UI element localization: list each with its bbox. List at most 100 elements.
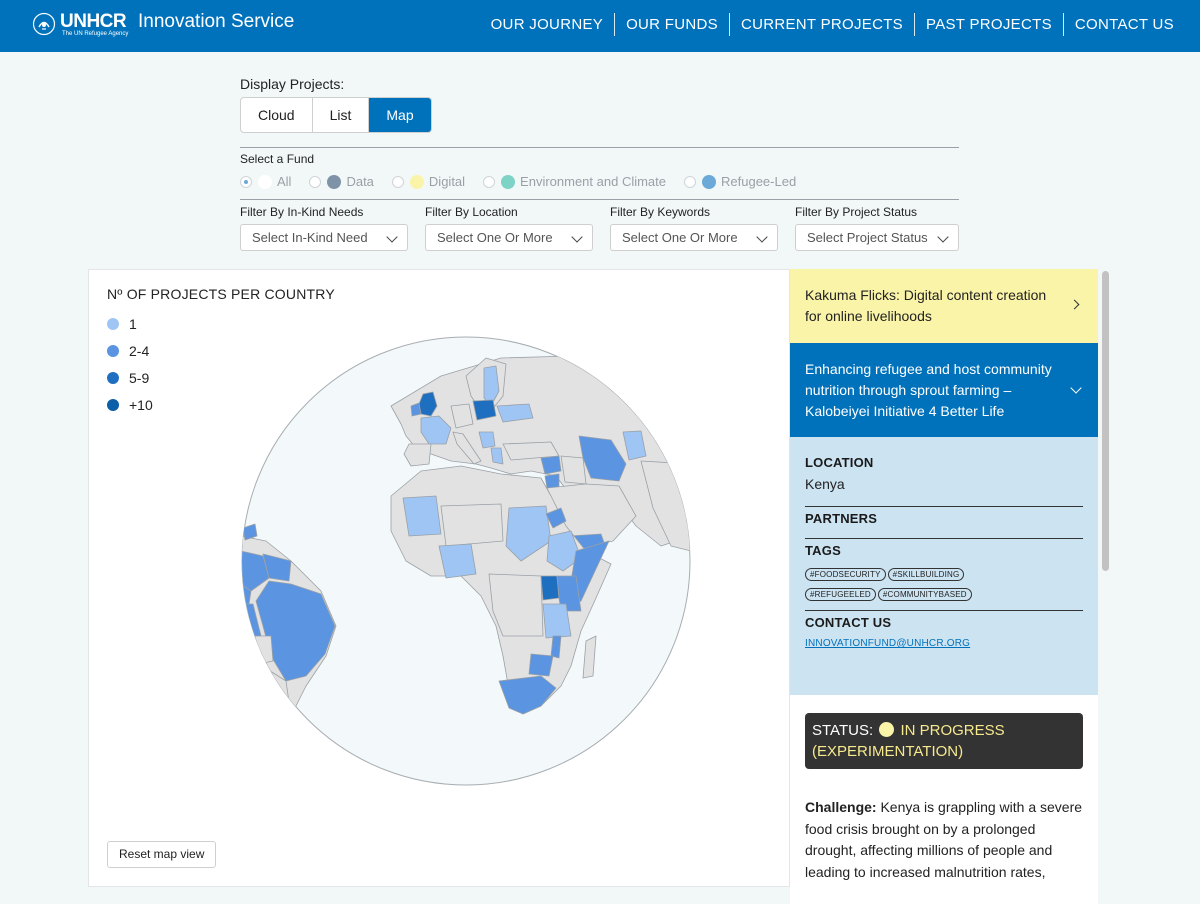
fund-option-data[interactable]: Data [309, 174, 374, 189]
view-map-button[interactable]: Map [369, 98, 431, 132]
chevron-down-icon [571, 231, 583, 243]
select-fund-label: Select a Fund [240, 152, 315, 166]
country-sweden[interactable] [483, 365, 500, 407]
status-indicator-icon [879, 722, 895, 737]
country-france[interactable] [420, 415, 452, 445]
in-kind-need-select[interactable]: Select In-Kind Need [240, 224, 408, 251]
filter-label: Filter By Location [425, 205, 518, 219]
legend-dot [107, 371, 119, 384]
radio-button[interactable] [483, 175, 496, 188]
project-title: Enhancing refugee and host community nut… [805, 361, 1052, 419]
unhcr-emblem-icon [32, 12, 56, 36]
fund-option-all[interactable]: All [240, 174, 291, 189]
country-zimbabwe[interactable] [528, 653, 554, 677]
filter-keywords: Filter By Keywords Select One Or More [610, 205, 778, 251]
divider [805, 610, 1083, 611]
tag-badge[interactable]: #SKILLBUILDING [887, 568, 965, 581]
country-kenya[interactable] [556, 575, 582, 612]
fund-option-digital[interactable]: Digital [391, 174, 466, 189]
fund-color-swatch [258, 174, 272, 189]
nav-past-projects[interactable]: PAST PROJECTS [914, 13, 1063, 36]
radio-button[interactable] [684, 175, 697, 188]
radio-button[interactable] [309, 175, 322, 188]
keywords-select[interactable]: Select One Or More [610, 224, 778, 251]
location-value: Kenya [805, 476, 845, 492]
filter-label: Filter By Keywords [610, 205, 711, 219]
site-name[interactable]: Innovation Service [138, 11, 295, 32]
country-eritrea[interactable] [545, 507, 567, 529]
fund-color-swatch [409, 174, 424, 189]
country-nigeria[interactable] [438, 543, 477, 579]
fund-option-environment-climate[interactable]: Environment and Climate [483, 174, 666, 189]
main-nav: OUR JOURNEY OUR FUNDS CURRENT PROJECTS P… [480, 13, 1185, 36]
country-bolivia [254, 635, 274, 665]
fund-color-swatch [702, 174, 717, 189]
project-item-kakuma-flicks[interactable]: Kakuma Flicks: Digital content creation … [790, 269, 1098, 343]
country-syria-lebanon[interactable] [540, 455, 562, 475]
tag-badge[interactable]: #COMMUNITYBASED [877, 588, 972, 601]
country-sudan[interactable] [505, 505, 552, 562]
country-drc [488, 573, 544, 637]
nav-our-funds[interactable]: OUR FUNDS [614, 13, 729, 36]
map-panel: Nº OF PROJECTS PER COUNTRY 1 2-4 5-9 +10 [88, 269, 790, 887]
tag-badge[interactable]: #REFUGEELED [805, 588, 876, 601]
country-greece[interactable] [490, 447, 504, 465]
nav-our-journey[interactable]: OUR JOURNEY [490, 16, 604, 33]
nav-contact-us[interactable]: CONTACT US [1062, 13, 1185, 36]
select-value: Select Project Status [807, 230, 928, 245]
challenge-label: Challenge: [805, 799, 877, 815]
world-globe-map[interactable] [241, 336, 691, 786]
project-item-sprout-farming[interactable]: Enhancing refugee and host community nut… [790, 343, 1098, 437]
divider [805, 538, 1083, 539]
country-ukraine[interactable] [496, 403, 534, 423]
country-ireland[interactable] [410, 402, 422, 417]
reset-map-view-button[interactable]: Reset map view [107, 841, 217, 868]
legend-label: 1 [129, 315, 137, 332]
nav-current-projects[interactable]: CURRENT PROJECTS [728, 13, 914, 36]
legend-item: 2-4 [107, 337, 153, 364]
legend-dot [107, 398, 119, 411]
fund-option-label: Digital [428, 174, 466, 189]
country-poland[interactable] [472, 399, 497, 421]
tag-badge[interactable]: #FOODSECURITY [805, 568, 886, 581]
country-mauritania[interactable] [402, 495, 442, 537]
chevron-down-icon [1070, 382, 1082, 394]
country-ethiopia[interactable] [546, 530, 582, 572]
location-select[interactable]: Select One Or More [425, 224, 593, 251]
view-toggle: Cloud List Map [240, 97, 432, 133]
country-tanzania[interactable] [542, 603, 572, 639]
country-niger-chad [440, 503, 504, 547]
contact-email-link[interactable]: INNOVATIONFUND@UNHCR.ORG [805, 638, 971, 649]
challenge-text: Challenge: Kenya is grappling with a sev… [805, 797, 1090, 883]
filter-location: Filter By Location Select One Or More [425, 205, 593, 251]
chevron-down-icon [386, 231, 398, 243]
country-venezuela[interactable] [262, 553, 292, 582]
country-south-africa[interactable] [498, 675, 557, 715]
unhcr-logo[interactable]: UNHCR The UN Refugee Agency [32, 10, 132, 40]
country-balkans[interactable] [478, 431, 496, 449]
partners-heading: PARTNERS [805, 511, 878, 526]
country-caribbean[interactable] [242, 523, 258, 541]
contact-heading: CONTACT US [805, 615, 892, 630]
country-afghanistan[interactable] [622, 430, 647, 461]
chevron-down-icon [756, 231, 768, 243]
side-panel-scrollbar[interactable] [1098, 269, 1112, 904]
challenge-body: Kenya is grappling with a severe food cr… [805, 799, 1083, 880]
scrollbar-thumb[interactable] [1102, 271, 1109, 571]
project-status-select[interactable]: Select Project Status [795, 224, 959, 251]
country-uganda[interactable] [540, 575, 560, 601]
fund-option-refugee-led[interactable]: Refugee-Led [684, 174, 796, 189]
country-iran[interactable] [578, 435, 627, 482]
radio-button[interactable] [391, 175, 404, 188]
logo-tagline: The UN Refugee Agency [62, 31, 129, 37]
country-malawi[interactable] [550, 635, 562, 659]
country-iberia [403, 443, 432, 467]
site-header: UNHCR The UN Refugee Agency Innovation S… [0, 0, 1200, 52]
view-list-button[interactable]: List [313, 98, 370, 132]
radio-button[interactable] [240, 175, 252, 188]
fund-color-swatch [327, 174, 342, 189]
view-cloud-button[interactable]: Cloud [241, 98, 313, 132]
country-jordan[interactable] [544, 473, 560, 489]
country-colombia[interactable] [241, 550, 270, 592]
country-brazil[interactable] [255, 580, 336, 682]
